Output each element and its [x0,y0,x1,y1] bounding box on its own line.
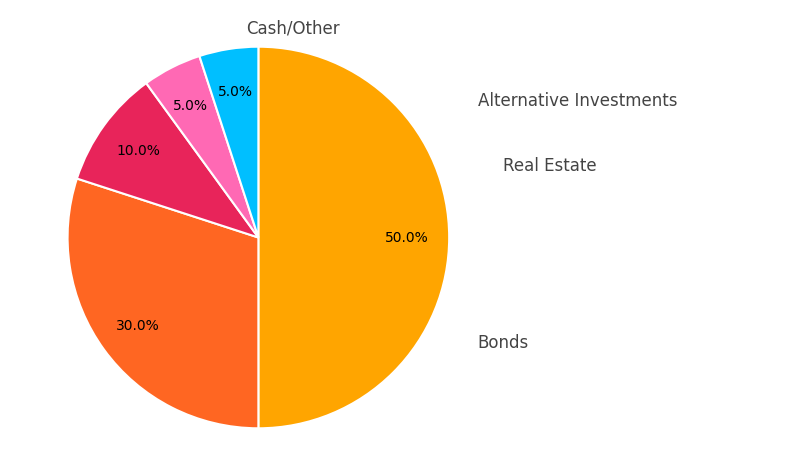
Wedge shape [146,57,258,238]
Text: 50.0%: 50.0% [386,231,429,245]
Wedge shape [77,84,258,238]
Text: Cash/Other: Cash/Other [246,20,339,38]
Text: 30.0%: 30.0% [116,318,160,332]
Wedge shape [200,48,258,238]
Text: Real Estate: Real Estate [502,157,596,175]
Text: 10.0%: 10.0% [116,144,160,158]
Wedge shape [258,48,449,428]
Text: Bonds: Bonds [478,334,529,352]
Text: Alternative Investments: Alternative Investments [478,92,677,110]
Text: 5.0%: 5.0% [173,99,208,113]
Text: 5.0%: 5.0% [218,84,253,99]
Wedge shape [68,179,258,428]
